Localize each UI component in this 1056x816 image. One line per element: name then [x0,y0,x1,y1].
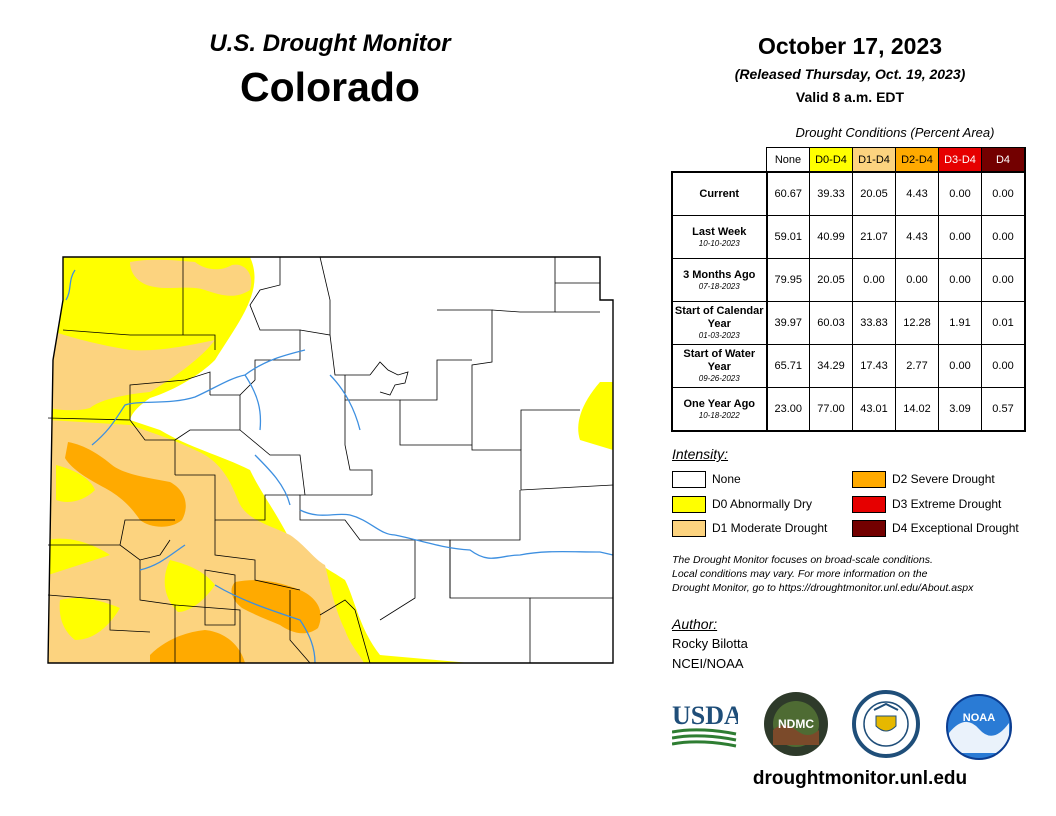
table-row: One Year Ago 10-18-2022 23.00 77.00 43.0… [671,387,1026,432]
legend-item-d2: D2 Severe Drought [852,470,995,488]
cell: 79.95 [766,258,810,302]
table-caption: Drought Conditions (Percent Area) [795,125,995,140]
legend-item-d4: D4 Exceptional Drought [852,519,1019,537]
cell: 60.67 [766,171,810,216]
cell: 59.01 [766,215,810,259]
cell: 0.00 [895,258,939,302]
cell: 21.07 [852,215,896,259]
disclaimer-note: The Drought Monitor focuses on broad-sca… [672,554,974,594]
col-d4: D4 [981,147,1026,173]
row-label: Last Week 10-10-2023 [671,215,768,259]
table-row: Current 60.67 39.33 20.05 4.43 0.00 0.00 [671,171,1026,216]
col-d3-d4: D3-D4 [938,147,982,173]
d2-severe-drought-areas [65,442,321,663]
cell: 0.00 [938,344,982,388]
svg-text:NDMC: NDMC [778,717,814,731]
cell: 0.00 [981,215,1026,259]
cell: 0.00 [981,171,1026,216]
cell: 0.00 [938,258,982,302]
table-row: Start of Water Year 09-26-2023 65.71 34.… [671,344,1026,388]
cell: 20.05 [809,258,853,302]
cell: 23.00 [766,387,810,432]
author-organization: NCEI/NOAA [672,656,744,671]
cell: 43.01 [852,387,896,432]
table-row: Start of Calendar Year 01-03-2023 39.97 … [671,301,1026,345]
row-label: Current [671,171,768,216]
cell: 0.01 [981,301,1026,345]
cell: 4.43 [895,171,939,216]
svg-text:NOAA: NOAA [963,712,995,724]
col-d1-d4: D1-D4 [852,147,896,173]
table-header-row: None D0-D4 D1-D4 D2-D4 D3-D4 D4 [672,147,1026,173]
drought-conditions-table: None D0-D4 D1-D4 D2-D4 D3-D4 D4 Current … [671,147,1026,432]
usda-logo-icon: USDA [672,701,738,748]
cell: 0.00 [938,171,982,216]
cell: 2.77 [895,344,939,388]
map-title: U.S. Drought Monitor [209,30,451,57]
legend-title: Intensity: [672,446,729,462]
cell: 77.00 [809,387,853,432]
cell: 34.29 [809,344,853,388]
legend-swatch [852,470,886,488]
legend-swatch [672,470,706,488]
legend-swatch [672,495,706,513]
cell: 39.33 [809,171,853,216]
table-row: Last Week 10-10-2023 59.01 40.99 21.07 4… [671,215,1026,259]
cell: 0.00 [981,258,1026,302]
row-label: Start of Calendar Year 01-03-2023 [671,301,768,345]
row-label: 3 Months Ago 07-18-2023 [671,258,768,302]
legend-item-d3: D3 Extreme Drought [852,495,1001,513]
cell: 0.00 [981,344,1026,388]
rivers [65,269,614,664]
colorado-drought-map [47,256,614,664]
author-name: Rocky Bilotta [672,636,748,651]
valid-time: Valid 8 a.m. EDT [795,89,905,105]
legend-swatch [672,519,706,537]
row-label: One Year Ago 10-18-2022 [671,387,768,432]
cell: 1.91 [938,301,982,345]
state-border [47,256,614,664]
cell: 17.43 [852,344,896,388]
release-date: (Released Thursday, Oct. 19, 2023) [734,66,966,82]
svg-text:USDA: USDA [672,701,738,730]
cell: 20.05 [852,171,896,216]
row-label: Start of Water Year 09-26-2023 [671,344,768,388]
col-d0-d4: D0-D4 [809,147,853,173]
cell: 3.09 [938,387,982,432]
report-date: October 17, 2023 [757,33,943,59]
cell: 33.83 [852,301,896,345]
legend-item-none: None [672,470,741,488]
col-d2-d4: D2-D4 [895,147,939,173]
noaa-logo-icon: NOAA [946,694,1012,760]
cell: 60.03 [809,301,853,345]
county-boundaries [47,256,614,664]
state-name: Colorado [240,64,420,110]
website-url: droughtmonitor.unl.edu [752,768,968,789]
cell: 0.57 [981,387,1026,432]
legend-swatch [852,495,886,513]
legend-swatch [852,519,886,537]
table-row: 3 Months Ago 07-18-2023 79.95 20.05 0.00… [671,258,1026,302]
legend-item-d1: D1 Moderate Drought [672,519,827,537]
legend-item-d0: D0 Abnormally Dry [672,495,812,513]
cell: 39.97 [766,301,810,345]
cell: 14.02 [895,387,939,432]
state-climatologist-seal-icon [852,690,920,758]
ndmc-logo-icon: NDMC [764,692,828,756]
author-heading: Author: [672,616,718,632]
cell: 0.00 [938,215,982,259]
col-none: None [766,147,810,173]
cell: 40.99 [809,215,853,259]
cell: 12.28 [895,301,939,345]
cell: 0.00 [852,258,896,302]
cell: 65.71 [766,344,810,388]
cell: 4.43 [895,215,939,259]
